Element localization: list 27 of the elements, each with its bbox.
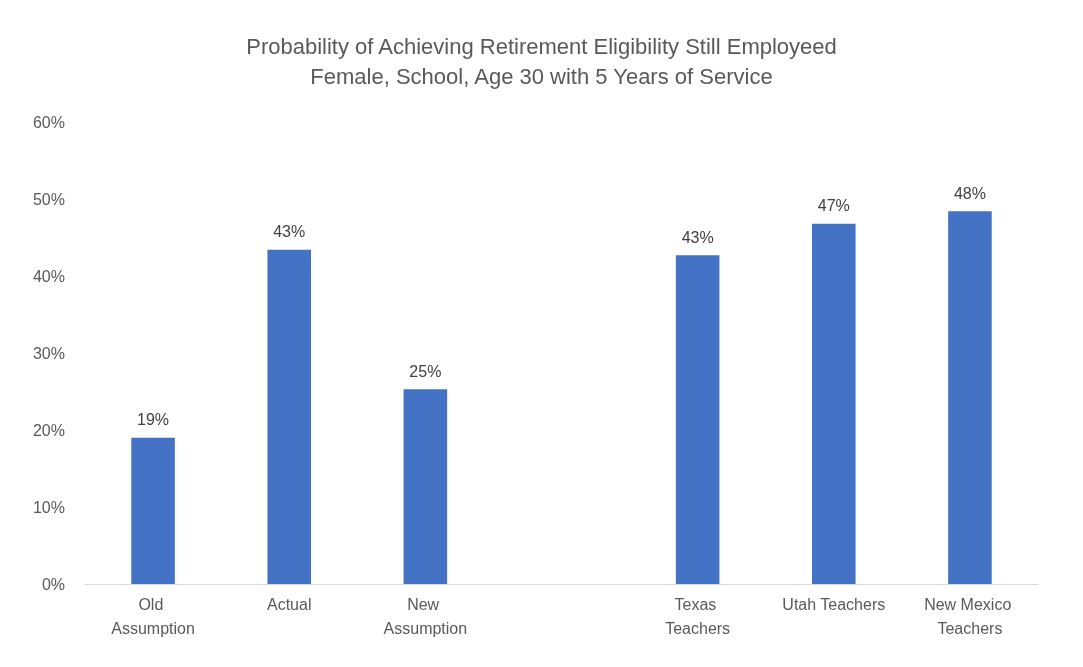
x-tick-label: Texas Teachers [665,595,731,637]
y-tick-label: 10% [32,498,65,516]
x-tick-label: New Mexico Teachers [924,595,1016,637]
y-tick-label: 0% [41,575,65,593]
x-tick-label: Actual [266,595,312,613]
y-tick-label: 60% [32,113,65,131]
bar [403,389,448,584]
y-tick-label: 30% [32,344,65,362]
data-label: 25% [409,362,442,380]
bar [131,437,175,584]
chart-subtitle: Female, School, Age 30 with 5 Years of Service [310,63,773,89]
data-label: 43% [273,223,306,241]
data-label: 47% [817,197,850,215]
data-label: 43% [681,228,714,246]
bar [675,255,720,584]
x-tick-label: New Assumption [383,595,468,637]
y-tick-label: 50% [32,190,65,208]
bar [267,249,311,584]
data-label: 19% [137,411,170,429]
x-tick-label: Old Assumption [111,595,195,637]
bar [812,223,856,584]
bar [948,211,992,584]
y-tick-label: 20% [32,421,65,439]
y-tick-label: 40% [32,267,65,285]
data-label: 48% [953,184,986,202]
chart-title: Probability of Achieving Retirement Eligibility Still Employeed [246,33,837,59]
x-tick-label: Utah Teachers [782,595,886,613]
